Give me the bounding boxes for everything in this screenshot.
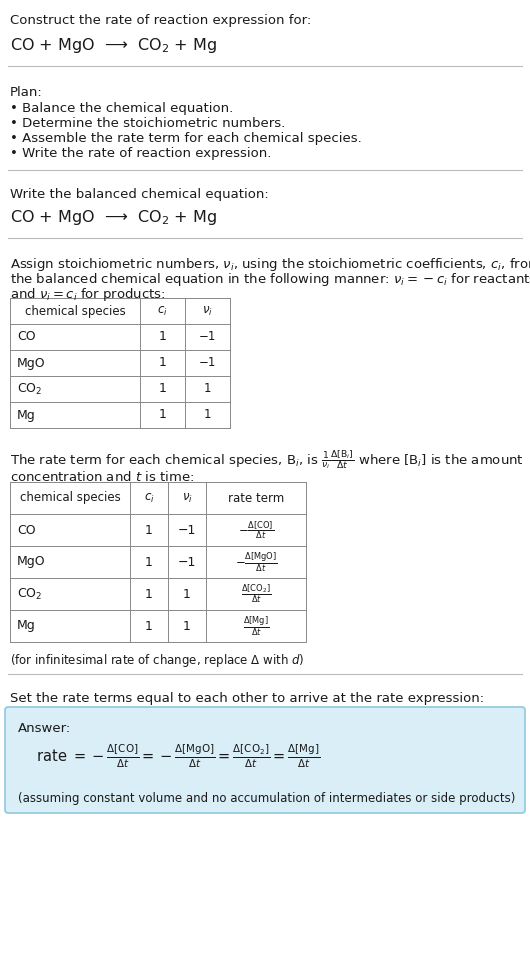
Text: • Write the rate of reaction expression.: • Write the rate of reaction expression. (10, 147, 271, 160)
Text: $-\frac{\Delta[\mathrm{CO}]}{\Delta t}$: $-\frac{\Delta[\mathrm{CO}]}{\Delta t}$ (238, 519, 274, 540)
Text: 1: 1 (145, 587, 153, 601)
Text: 1: 1 (145, 556, 153, 569)
Text: and $\nu_i = c_i$ for products:: and $\nu_i = c_i$ for products: (10, 286, 165, 303)
Text: rate $= -\frac{\Delta[\mathrm{CO}]}{\Delta t} = -\frac{\Delta[\mathrm{MgO}]}{\De: rate $= -\frac{\Delta[\mathrm{CO}]}{\Del… (18, 743, 320, 770)
Text: concentration and $t$ is time:: concentration and $t$ is time: (10, 470, 194, 484)
Text: rate term: rate term (228, 492, 284, 504)
FancyBboxPatch shape (5, 707, 525, 813)
Text: MgO: MgO (17, 357, 46, 369)
Text: CO + MgO  ⟶  CO$_2$ + Mg: CO + MgO ⟶ CO$_2$ + Mg (10, 208, 217, 227)
Text: The rate term for each chemical species, B$_i$, is $\frac{1}{\nu_i}\frac{\Delta[: The rate term for each chemical species,… (10, 448, 524, 471)
Text: 1: 1 (145, 524, 153, 537)
Text: Assign stoichiometric numbers, $\nu_i$, using the stoichiometric coefficients, $: Assign stoichiometric numbers, $\nu_i$, … (10, 256, 530, 273)
Text: $c_i$: $c_i$ (157, 304, 168, 318)
Text: $\nu_i$: $\nu_i$ (182, 492, 192, 504)
Text: 1: 1 (158, 357, 166, 369)
Text: CO$_2$: CO$_2$ (17, 381, 42, 397)
Text: −1: −1 (178, 524, 196, 537)
Text: the balanced chemical equation in the following manner: $\nu_i = -c_i$ for react: the balanced chemical equation in the fo… (10, 271, 530, 288)
Text: (assuming constant volume and no accumulation of intermediates or side products): (assuming constant volume and no accumul… (18, 792, 515, 805)
Text: Set the rate terms equal to each other to arrive at the rate expression:: Set the rate terms equal to each other t… (10, 692, 484, 705)
Text: −1: −1 (178, 556, 196, 569)
Text: Answer:: Answer: (18, 722, 71, 735)
Text: • Balance the chemical equation.: • Balance the chemical equation. (10, 102, 233, 115)
Text: CO: CO (17, 524, 36, 537)
Text: • Determine the stoichiometric numbers.: • Determine the stoichiometric numbers. (10, 117, 285, 130)
Text: MgO: MgO (17, 556, 46, 569)
Text: 1: 1 (204, 383, 211, 396)
Text: chemical species: chemical species (20, 492, 120, 504)
Text: • Assemble the rate term for each chemical species.: • Assemble the rate term for each chemic… (10, 132, 362, 145)
Text: CO$_2$: CO$_2$ (17, 586, 42, 602)
Text: 1: 1 (204, 408, 211, 422)
Text: CO + MgO  ⟶  CO$_2$ + Mg: CO + MgO ⟶ CO$_2$ + Mg (10, 36, 217, 55)
Text: $-\frac{\Delta[\mathrm{MgO}]}{\Delta t}$: $-\frac{\Delta[\mathrm{MgO}]}{\Delta t}$ (235, 550, 277, 573)
Text: Plan:: Plan: (10, 86, 43, 99)
Text: Write the balanced chemical equation:: Write the balanced chemical equation: (10, 188, 269, 201)
Text: 1: 1 (183, 619, 191, 633)
Text: 1: 1 (158, 383, 166, 396)
Text: 1: 1 (145, 619, 153, 633)
Text: CO: CO (17, 330, 36, 343)
Text: (for infinitesimal rate of change, replace Δ with $d$): (for infinitesimal rate of change, repla… (10, 652, 304, 669)
Text: $c_i$: $c_i$ (144, 492, 154, 504)
Text: −1: −1 (199, 330, 216, 343)
Text: $\frac{\Delta[\mathrm{Mg}]}{\Delta t}$: $\frac{\Delta[\mathrm{Mg}]}{\Delta t}$ (243, 614, 269, 638)
Text: 1: 1 (183, 587, 191, 601)
Text: $\frac{\Delta[\mathrm{CO_2}]}{\Delta t}$: $\frac{\Delta[\mathrm{CO_2}]}{\Delta t}$ (241, 583, 271, 606)
Text: 1: 1 (158, 408, 166, 422)
Text: 1: 1 (158, 330, 166, 343)
Text: chemical species: chemical species (24, 304, 126, 318)
Text: $\nu_i$: $\nu_i$ (202, 304, 213, 318)
Text: −1: −1 (199, 357, 216, 369)
Text: Mg: Mg (17, 619, 36, 633)
Text: Mg: Mg (17, 408, 36, 422)
Text: Construct the rate of reaction expression for:: Construct the rate of reaction expressio… (10, 14, 311, 27)
